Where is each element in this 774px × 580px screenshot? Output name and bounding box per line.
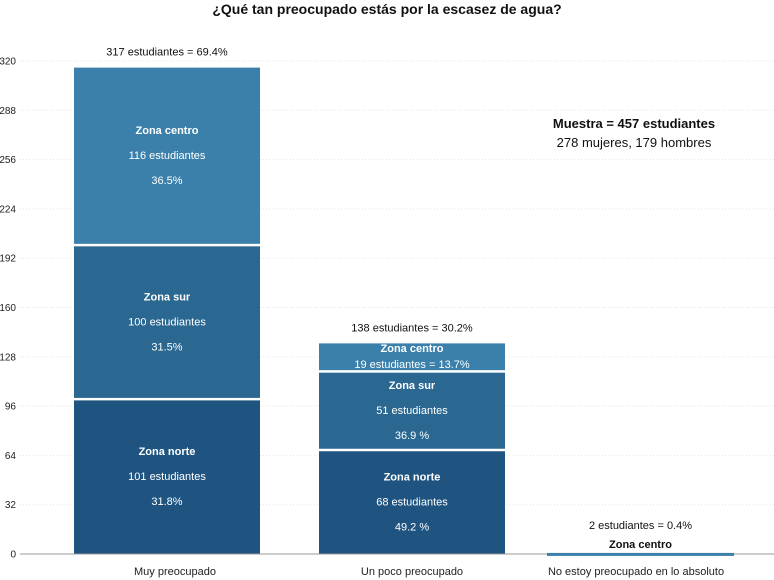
- segment-name-label: Zona centro: [136, 125, 199, 137]
- y-tick-label: 160: [0, 303, 16, 314]
- y-tick-label: 256: [0, 155, 16, 166]
- segment-value-label: 68 estudiantes: [376, 497, 448, 509]
- sample-annotation-line1: Muestra = 457 estudiantes: [553, 116, 715, 131]
- y-axis-ticks: 0 32 64 96 128 160 192 224 256 288 320: [0, 57, 16, 561]
- bar-segment-zona-sur: [74, 246, 260, 398]
- bar-segment-zona-centro: [319, 343, 505, 371]
- segment-value-label: 101 estudiantes: [128, 471, 206, 483]
- segment-value-label: 19 estudiantes = 13.7%: [354, 359, 469, 371]
- y-tick-label: 0: [10, 550, 16, 561]
- bar-segment-zona-norte: [319, 451, 505, 554]
- y-tick-label: 192: [0, 254, 16, 265]
- segment-value-label: 116 estudiantes: [129, 150, 206, 162]
- x-category-label: No estoy preocupado en lo absoluto: [548, 566, 724, 578]
- segment-name-label: Zona centro: [381, 343, 444, 355]
- segment-name-label: Zona sur: [144, 291, 191, 303]
- bar-segment-zona-sur: [319, 372, 505, 449]
- y-tick-label: 320: [0, 57, 16, 68]
- y-tick-label: 32: [5, 500, 17, 511]
- segment-value-label: 31.8%: [151, 496, 182, 508]
- segment-value-label: 51 estudiantes: [376, 405, 448, 417]
- bar-total-label: 317 estudiantes = 69.4%: [106, 47, 228, 59]
- segment-value-label: 49.2 %: [395, 522, 429, 534]
- y-tick-label: 64: [5, 451, 17, 462]
- segment-name-label: Zona sur: [389, 380, 436, 392]
- bar-segment-zona-norte: [74, 400, 260, 554]
- segment-name-label: Zona norte: [139, 446, 196, 458]
- y-tick-label: 128: [0, 352, 16, 363]
- bar-total-label: 138 estudiantes = 30.2%: [351, 322, 473, 334]
- x-category-label: Muy preocupado: [134, 566, 216, 578]
- segment-value-label: 100 estudiantes: [128, 316, 206, 328]
- y-tick-label: 224: [0, 204, 16, 215]
- segment-value-label: 31.5%: [151, 341, 182, 353]
- bars: [74, 67, 734, 556]
- x-category-label: Un poco preocupado: [361, 566, 463, 578]
- segment-value-label: 36.5%: [151, 175, 182, 187]
- bar-labels: Zona norte 101 estudiantes 31.8% Zona sur 10…: [106, 47, 724, 578]
- chart-title: ¿Qué tan preocupado estás por la escasez…: [212, 1, 561, 17]
- bar-segment-zona-centro: [547, 552, 734, 556]
- bar-total-label: 2 estudiantes = 0.4%: [589, 520, 692, 532]
- segment-value-label: 36.9 %: [395, 430, 429, 442]
- sample-annotation-line2: 278 mujeres, 179 hombres: [557, 135, 712, 150]
- bar-segment-zona-centro: [74, 67, 260, 244]
- y-tick-label: 96: [5, 402, 17, 413]
- segment-name-label: Zona norte: [384, 472, 441, 484]
- segment-name-label: Zona centro: [609, 539, 672, 551]
- y-tick-label: 288: [0, 106, 16, 117]
